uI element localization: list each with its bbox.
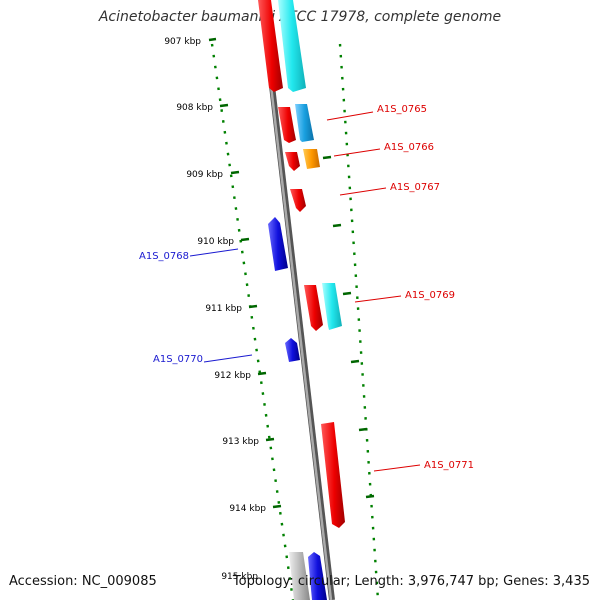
gene-arrow-reverse[interactable] (268, 217, 288, 271)
tick-label: 914 kbp (229, 504, 266, 514)
gene-label[interactable]: A1S_0768 (139, 251, 189, 262)
tick-label: 913 kbp (222, 437, 259, 447)
gene-label[interactable]: A1S_0769 (405, 290, 455, 301)
ruler-major-ticks (208, 37, 375, 509)
tick-label: 910 kbp (197, 237, 234, 247)
gene-arrow-forward[interactable] (290, 189, 306, 212)
accession-text: Accession: NC_009085 (9, 574, 157, 589)
forward-features (258, 0, 345, 600)
gene-arrow-forward[interactable] (278, 107, 296, 143)
gene-arrow-forward[interactable] (321, 422, 345, 528)
gene-label[interactable]: A1S_0767 (390, 182, 440, 193)
gene-label[interactable]: A1S_0771 (424, 460, 474, 471)
feature-cyan[interactable] (278, 0, 306, 92)
tick-label: 908 kbp (176, 103, 213, 113)
map-title: Acinetobacter baumannii ATCC 17978, comp… (98, 9, 502, 25)
scale-ruler (208, 37, 380, 600)
genome-summary-text: Topology: circular; Length: 3,976,747 bp… (232, 574, 590, 589)
gene-arrow-reverse[interactable] (285, 338, 300, 362)
tick-label: 909 kbp (186, 170, 223, 180)
tick-label: 912 kbp (214, 371, 251, 381)
genome-backbone (259, 0, 335, 600)
gene-labels: A1S_0765 A1S_0766 A1S_0767 A1S_0768 A1S_… (139, 104, 474, 471)
ruler-tick-labels: 907 kbp 908 kbp 909 kbp 910 kbp 911 kbp … (164, 37, 266, 582)
feature-cyan[interactable] (322, 283, 342, 330)
gene-arrow-forward[interactable] (304, 285, 323, 331)
reverse-features (268, 217, 300, 362)
tick-label: 907 kbp (164, 37, 201, 47)
gene-leaders (189, 111, 421, 472)
gene-arrow-forward[interactable] (258, 0, 283, 92)
gene-arrow-forward[interactable] (285, 152, 300, 171)
gene-label[interactable]: A1S_0770 (153, 354, 203, 365)
gene-label[interactable]: A1S_0766 (384, 142, 434, 153)
tick-label: 911 kbp (205, 304, 242, 314)
gene-label[interactable]: A1S_0765 (377, 104, 427, 115)
feature-gray[interactable] (289, 552, 310, 600)
feature-reverse[interactable] (308, 552, 327, 600)
feature-orange[interactable] (303, 149, 320, 169)
tick-label: 915 kbp (221, 572, 258, 582)
feature-rna[interactable] (295, 104, 314, 142)
